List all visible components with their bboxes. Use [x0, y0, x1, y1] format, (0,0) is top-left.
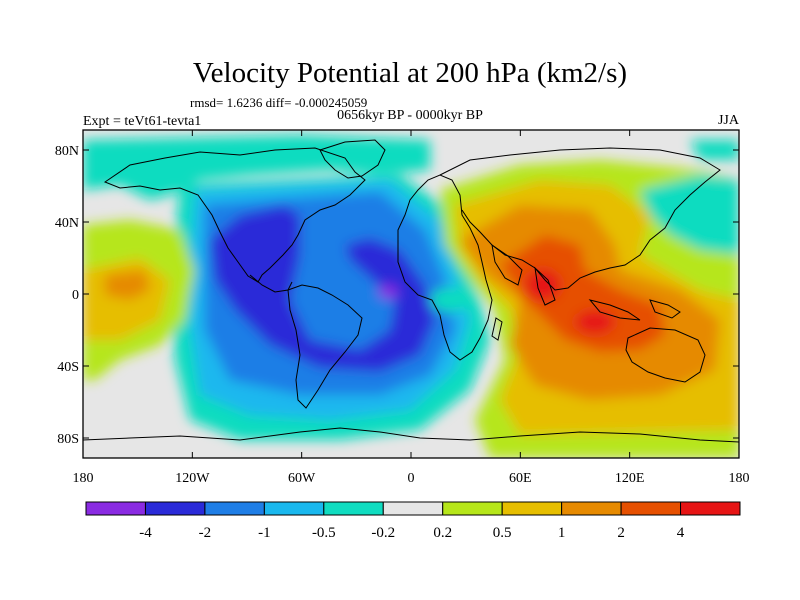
colorbar-label: 4 — [677, 525, 685, 541]
lon-tick-label: 120E — [615, 471, 645, 486]
lon-tick-label: 120W — [175, 471, 210, 486]
map-panel: 80N 40N 0 40S 80S 180 120W 60W 0 60E 120E 180 — [55, 129, 750, 486]
figure-title: Velocity Potential at 200 hPa (km2/s) — [193, 57, 627, 89]
colorbar-label: 0.2 — [433, 525, 452, 541]
colorbar-box — [144, 501, 206, 516]
colorbar-box — [263, 501, 325, 516]
colorbar-labels: -4 -2 -1 -0.5 -0.2 0.2 0.5 1 2 4 — [139, 525, 685, 541]
field-contour-region — [210, 205, 435, 372]
experiment-label: Expt = teVt61-tevta1 — [83, 114, 201, 129]
colorbar-box — [85, 501, 146, 516]
colorbar-box — [382, 501, 444, 516]
field-contour-region — [690, 140, 739, 160]
colorbar-box — [680, 501, 741, 516]
colorbar-label: -4 — [139, 525, 152, 541]
colorbar-label: -2 — [199, 525, 212, 541]
field-contour-region — [525, 269, 561, 301]
colorbar-box — [204, 501, 265, 516]
velocity-potential-field — [83, 135, 739, 458]
season-label: JJA — [718, 113, 740, 128]
colorbar-box — [561, 501, 622, 516]
lat-tick-label: 40S — [57, 360, 79, 375]
field-contour-region — [378, 285, 398, 299]
lat-tick-label: 40N — [55, 216, 79, 231]
lat-tick-label: 0 — [72, 288, 79, 303]
field-contour-region — [83, 135, 430, 200]
field-contour-region — [500, 235, 665, 352]
field-contour-region — [575, 310, 615, 334]
colorbar-label: 0.5 — [493, 525, 512, 541]
field-contour-region — [640, 175, 739, 255]
colorbar-label: 2 — [617, 525, 625, 541]
field-contour-region — [105, 270, 150, 300]
lon-tick-label: 60E — [509, 471, 532, 486]
longitude-axis: 180 120W 60W 0 60E 120E 180 — [73, 130, 750, 486]
colorbar-label: -0.5 — [312, 525, 336, 541]
colorbar-boxes — [85, 501, 741, 516]
lon-tick-label: 0 — [408, 471, 415, 486]
lat-tick-label: 80S — [57, 432, 79, 447]
colorbar-box — [501, 501, 563, 516]
colorbar-box — [442, 501, 503, 516]
latitude-axis: 80N 40N 0 40S 80S — [55, 144, 739, 447]
lat-tick-label: 80N — [55, 144, 79, 159]
lon-tick-label: 180 — [73, 471, 94, 486]
stats-line: rmsd= 1.6236 diff= -0.000245059 — [190, 95, 367, 110]
lon-tick-label: 180 — [729, 471, 750, 486]
colorbar-label: 1 — [558, 525, 566, 541]
coastlines — [83, 139, 739, 443]
colorbar: -4 -2 -1 -0.5 -0.2 0.2 0.5 1 2 4 — [85, 501, 741, 541]
colorbar-label: -0.2 — [371, 525, 395, 541]
colorbar-label: -1 — [258, 525, 271, 541]
colorbar-box — [323, 501, 384, 516]
colorbar-box — [620, 501, 682, 516]
field-contour-region — [430, 288, 470, 312]
lon-tick-label: 60W — [288, 471, 316, 486]
period-label: 0656kyr BP - 0000kyr BP — [337, 108, 483, 123]
